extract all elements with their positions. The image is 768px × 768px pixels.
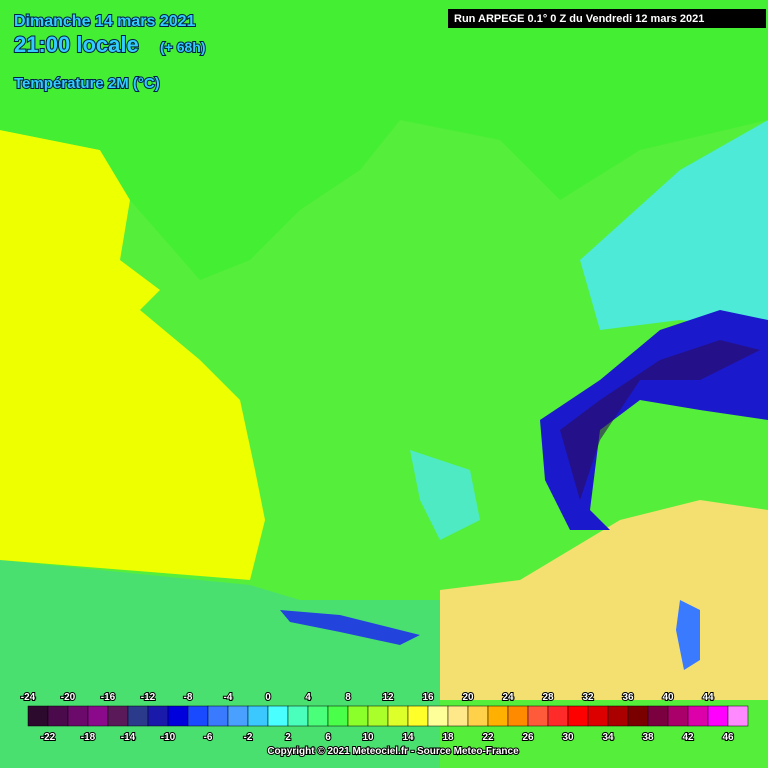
legend-swatch — [387, 705, 409, 727]
legend-swatch — [467, 705, 489, 727]
legend-swatch — [307, 705, 329, 727]
legend-swatch — [707, 705, 729, 727]
legend-swatch — [667, 705, 689, 727]
lead-time: (+ 68h) — [160, 39, 206, 55]
copyright: Copyright © 2021 Meteociel.fr - Source M… — [267, 746, 519, 757]
pyrenees-cold — [280, 610, 420, 645]
run-info: Run ARPEGE 0.1° 0 Z du Vendredi 12 mars … — [454, 13, 704, 25]
legend-label: 6 — [325, 732, 331, 743]
legend-label: 22 — [482, 732, 494, 743]
legend-swatch — [367, 705, 389, 727]
legend-swatch — [187, 705, 209, 727]
legend-swatch — [447, 705, 469, 727]
legend-label: 38 — [642, 732, 654, 743]
legend-swatch — [647, 705, 669, 727]
legend-label: 2 — [285, 732, 291, 743]
legend-swatch — [327, 705, 349, 727]
parameter: Température 2M (°C) — [14, 75, 160, 92]
legend-swatch — [67, 705, 89, 727]
massif-central — [410, 450, 480, 540]
alps-core — [560, 340, 760, 500]
run-box — [448, 9, 766, 28]
legend-label: 12 — [382, 692, 394, 703]
legend-swatch — [487, 705, 509, 727]
legend-swatch — [347, 705, 369, 727]
legend-swatch — [27, 705, 49, 727]
time: 21:00 locale — [14, 32, 139, 57]
legend-label: 28 — [542, 692, 554, 703]
legend-label: 8 — [345, 692, 351, 703]
legend-swatch — [107, 705, 129, 727]
legend-label: 46 — [722, 732, 734, 743]
legend-label: 40 — [662, 692, 674, 703]
legend-label: 0 — [265, 692, 271, 703]
date: Dimanche 14 mars 2021 — [14, 13, 196, 30]
legend-swatch — [87, 705, 109, 727]
legend-label: -24 — [21, 692, 36, 703]
legend-swatch — [127, 705, 149, 727]
legend-swatch — [167, 705, 189, 727]
legend-label: -12 — [141, 692, 156, 703]
legend-label: -22 — [41, 732, 56, 743]
legend-label: 4 — [305, 692, 311, 703]
legend-label: -2 — [244, 732, 253, 743]
legend-label: 42 — [682, 732, 694, 743]
legend-label: 14 — [402, 732, 414, 743]
atlantic-warm — [0, 130, 265, 580]
legend-swatch — [727, 705, 749, 727]
legend-swatch — [147, 705, 169, 727]
legend-swatch — [607, 705, 629, 727]
legend-swatch — [547, 705, 569, 727]
legend-label: 34 — [602, 732, 614, 743]
legend-swatch — [527, 705, 549, 727]
legend-swatch — [587, 705, 609, 727]
legend-swatch — [207, 705, 229, 727]
legend-label: -10 — [161, 732, 176, 743]
legend-swatch — [627, 705, 649, 727]
legend-label: -8 — [184, 692, 193, 703]
legend-label: 18 — [442, 732, 454, 743]
legend-label: 16 — [422, 692, 434, 703]
legend-label: 36 — [622, 692, 634, 703]
legend-label: 26 — [522, 732, 534, 743]
legend-label: -20 — [61, 692, 76, 703]
legend-swatch — [427, 705, 449, 727]
legend-label: -4 — [224, 692, 233, 703]
legend-label: 20 — [462, 692, 474, 703]
legend-swatch — [687, 705, 709, 727]
corsica — [676, 600, 700, 670]
legend-label: -6 — [204, 732, 213, 743]
legend-label: 44 — [702, 692, 714, 703]
legend-swatch — [407, 705, 429, 727]
legend-label: 30 — [562, 732, 574, 743]
legend-swatch — [227, 705, 249, 727]
legend-swatch — [247, 705, 269, 727]
legend-swatch — [507, 705, 529, 727]
legend-label: 32 — [582, 692, 594, 703]
legend-label: -14 — [121, 732, 136, 743]
legend-label: 24 — [502, 692, 514, 703]
legend-swatch — [267, 705, 289, 727]
legend-label: 10 — [362, 732, 374, 743]
legend-label: -16 — [101, 692, 116, 703]
legend-swatch — [47, 705, 69, 727]
cold-north-east — [580, 120, 768, 330]
legend-swatch — [567, 705, 589, 727]
north-area — [0, 0, 768, 280]
legend-swatch — [287, 705, 309, 727]
legend-label: -18 — [81, 732, 96, 743]
